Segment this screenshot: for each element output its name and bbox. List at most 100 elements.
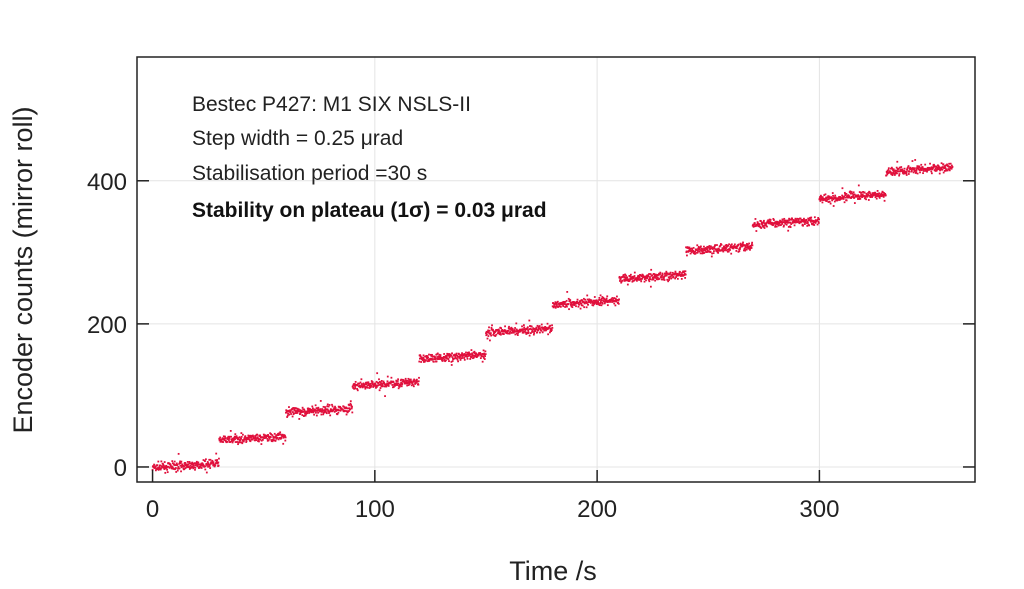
data-point	[428, 353, 430, 356]
data-point	[793, 219, 796, 222]
data-point	[247, 434, 250, 437]
data-point	[929, 162, 931, 165]
data-point	[827, 201, 830, 203]
data-point	[528, 319, 531, 322]
data-point	[907, 166, 909, 169]
data-point	[482, 349, 485, 352]
data-point	[878, 192, 881, 195]
data-point	[313, 413, 316, 416]
data-point	[202, 463, 205, 466]
data-point	[774, 225, 777, 228]
data-point	[828, 200, 831, 203]
data-point	[809, 219, 812, 222]
data-point	[496, 332, 499, 335]
data-point	[597, 300, 600, 303]
data-point	[819, 200, 822, 202]
data-point	[298, 408, 300, 411]
data-point	[418, 360, 421, 363]
data-point	[930, 166, 933, 169]
data-point	[557, 305, 560, 308]
data-point	[296, 407, 299, 410]
data-point	[865, 192, 868, 195]
data-point	[761, 225, 764, 227]
data-point	[817, 217, 820, 219]
data-point	[915, 171, 917, 174]
data-point	[549, 331, 551, 334]
data-point	[939, 169, 941, 172]
data-point	[488, 329, 491, 332]
data-point	[755, 230, 758, 232]
data-point	[675, 274, 678, 277]
data-point	[567, 303, 570, 306]
data-point	[892, 169, 894, 172]
data-point	[483, 353, 486, 356]
data-point	[941, 166, 944, 168]
data-point	[380, 382, 383, 385]
data-point	[880, 192, 883, 195]
data-point	[623, 279, 626, 282]
data-point	[378, 389, 381, 392]
data-point	[271, 438, 274, 441]
data-point	[622, 275, 624, 278]
data-point	[242, 440, 245, 443]
data-point	[754, 218, 757, 220]
data-point	[215, 462, 217, 464]
data-point	[427, 358, 430, 361]
data-point	[165, 465, 168, 468]
data-point	[521, 331, 524, 334]
data-point	[354, 380, 357, 383]
data-point	[943, 165, 946, 167]
data-point	[315, 411, 317, 414]
data-point	[261, 438, 264, 441]
data-point	[491, 324, 493, 327]
data-point	[574, 301, 577, 304]
data-point	[205, 471, 208, 474]
data-point	[508, 327, 511, 330]
data-point	[768, 222, 771, 225]
data-point	[277, 438, 280, 441]
data-point	[198, 466, 201, 469]
data-point	[282, 442, 285, 445]
data-point	[462, 354, 465, 357]
data-point	[528, 328, 530, 331]
data-point	[192, 464, 195, 467]
data-point	[504, 330, 507, 333]
data-point	[199, 465, 202, 468]
data-point	[818, 197, 821, 200]
data-point	[950, 167, 953, 170]
data-point	[776, 223, 779, 226]
data-point	[236, 436, 239, 439]
data-point	[591, 304, 594, 306]
data-point	[489, 333, 492, 336]
data-point	[797, 218, 800, 220]
data-point	[512, 331, 515, 333]
data-point	[896, 160, 899, 163]
data-point	[472, 354, 475, 357]
data-point	[801, 218, 804, 221]
data-point	[808, 224, 810, 227]
data-point	[253, 437, 256, 440]
data-point	[365, 383, 368, 386]
data-point	[304, 414, 307, 417]
data-point	[566, 305, 568, 308]
data-point	[919, 171, 921, 174]
data-point	[810, 219, 813, 222]
data-point	[750, 243, 753, 246]
data-point	[763, 227, 766, 229]
data-point	[820, 197, 823, 200]
data-point	[661, 272, 664, 275]
data-point	[522, 330, 524, 332]
data-point	[481, 355, 483, 358]
data-point	[521, 325, 523, 328]
data-point	[674, 277, 677, 280]
data-point	[902, 172, 905, 175]
data-point	[613, 297, 616, 299]
data-point	[581, 304, 584, 307]
data-point	[558, 305, 561, 308]
data-point	[859, 197, 862, 200]
data-point	[803, 220, 806, 223]
data-point	[373, 384, 376, 387]
data-point	[162, 463, 165, 466]
data-point	[660, 278, 663, 281]
data-point	[499, 333, 502, 336]
